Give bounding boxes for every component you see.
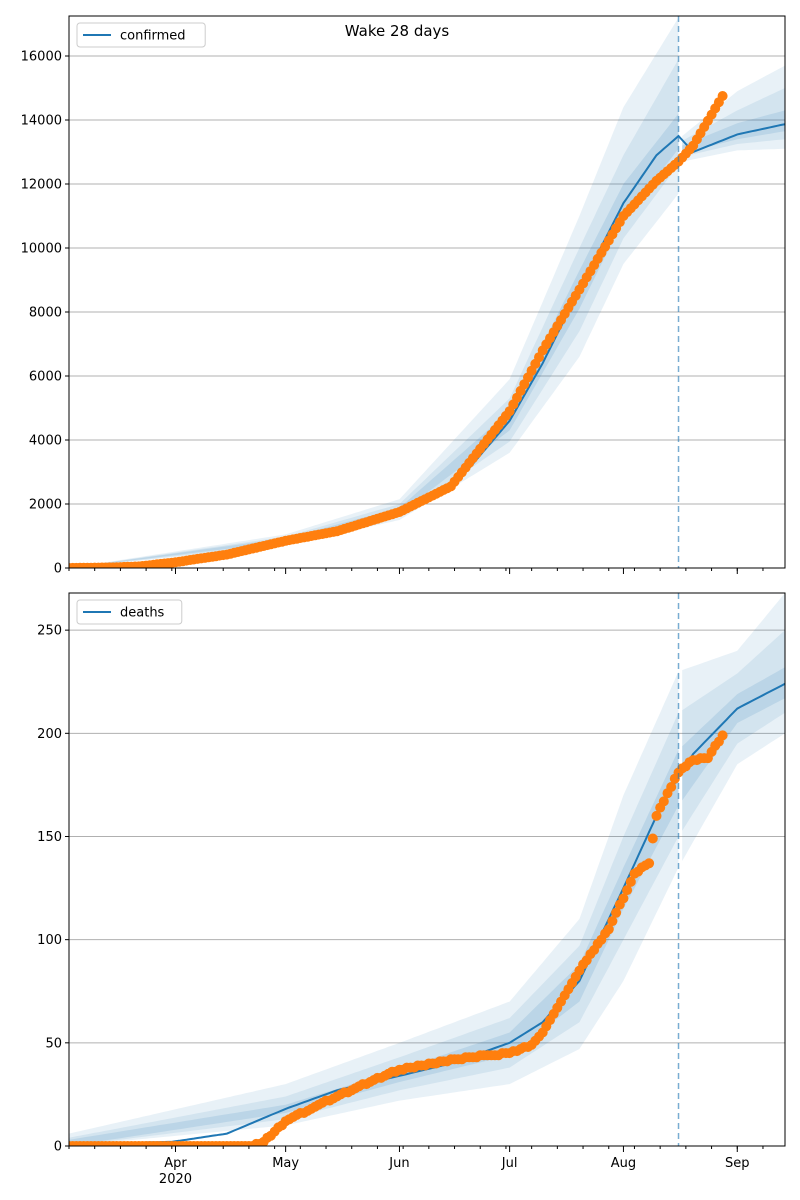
confirmed-panel: 0 2000 4000 6000 8000 10000 12000 14000 16000 con… (21, 15, 786, 577)
uncertainty-band-outer (69, 17, 679, 568)
legend-box (76, 22, 206, 48)
observed-point (611, 907, 622, 918)
observed-point (607, 916, 618, 927)
uncertainty-band-outer (682, 593, 785, 861)
uncertainty-band-middle (682, 88, 785, 157)
y-tick-label: 0 (54, 562, 62, 577)
legend-label: confirmed (120, 29, 186, 44)
x-tick-label: Jun (388, 1156, 409, 1171)
observed-point (717, 91, 728, 101)
y-tick-label: 100 (37, 933, 62, 948)
observed-point (603, 924, 614, 935)
y-tick-label: 10000 (21, 242, 62, 257)
uncertainty-band-inner (69, 113, 679, 568)
uncertainty-band-inner (682, 110, 785, 154)
x-tick-label: Aug (611, 1156, 636, 1171)
y-tick-label: 6000 (29, 370, 62, 385)
y-tick-label: 250 (37, 624, 62, 639)
observed-point (618, 893, 629, 904)
legend: deaths (76, 599, 183, 625)
y-tick-label: 200 (37, 727, 62, 742)
observed-point (651, 810, 662, 821)
uncertainty-band-middle (682, 630, 785, 831)
y-tick-label: 4000 (29, 434, 62, 449)
y-tick-label: 12000 (21, 178, 62, 193)
axes-frame (68, 592, 786, 1147)
y-tick-label: 0 (54, 1140, 62, 1155)
x-tick-label: Jul (501, 1156, 518, 1171)
uncertainty-band-outer (69, 671, 679, 1146)
uncertainty-band-inner (69, 749, 679, 1146)
x-tick-label: May (272, 1156, 299, 1171)
uncertainty-band-outer (682, 65, 785, 162)
observed-point (666, 782, 677, 792)
y-tick-label: 8000 (29, 306, 62, 321)
legend: confirmed (76, 22, 206, 48)
y-tick-label: 16000 (21, 50, 62, 65)
observed-point (644, 858, 655, 869)
plot-area (69, 593, 785, 1146)
x-tick-sublabel: 2020 (159, 1172, 192, 1187)
observed-point (658, 796, 669, 807)
legend-box (76, 599, 183, 625)
observed-point (717, 730, 728, 741)
uncertainty-band-middle (69, 712, 679, 1146)
chart-title: Wake 28 days (345, 22, 450, 40)
legend-label: deaths (120, 606, 165, 621)
y-tick-label: 2000 (29, 498, 62, 513)
axes-frame (68, 15, 786, 569)
x-tick-label: Sep (725, 1156, 750, 1171)
y-tick-label: 50 (45, 1036, 62, 1051)
y-tick-label: 14000 (21, 114, 62, 129)
plot-area (69, 17, 785, 568)
uncertainty-band-inner (682, 667, 785, 801)
observed-point (625, 876, 636, 887)
observed-point (622, 885, 633, 896)
uncertainty-band-middle (69, 59, 679, 568)
x-tick-label: Apr (164, 1156, 187, 1171)
y-tick-label: 150 (37, 830, 62, 845)
observed-point (647, 833, 658, 844)
